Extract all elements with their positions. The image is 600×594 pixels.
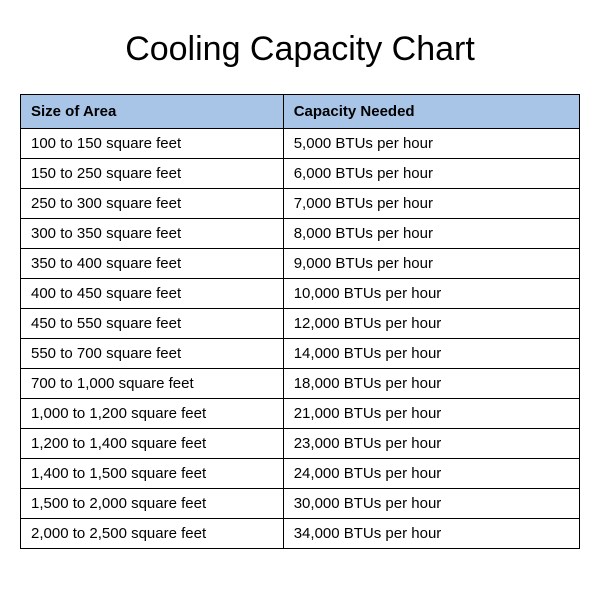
- table-row: 300 to 350 square feet 8,000 BTUs per ho…: [21, 219, 580, 249]
- cell-size: 350 to 400 square feet: [21, 249, 284, 279]
- cell-size: 300 to 350 square feet: [21, 219, 284, 249]
- cell-capacity: 6,000 BTUs per hour: [283, 159, 579, 189]
- table-header-row: Size of Area Capacity Needed: [21, 95, 580, 129]
- column-header-capacity: Capacity Needed: [283, 95, 579, 129]
- cell-capacity: 21,000 BTUs per hour: [283, 399, 579, 429]
- cell-capacity: 18,000 BTUs per hour: [283, 369, 579, 399]
- cell-size: 1,400 to 1,500 square feet: [21, 459, 284, 489]
- table-row: 100 to 150 square feet 5,000 BTUs per ho…: [21, 129, 580, 159]
- cell-size: 1,000 to 1,200 square feet: [21, 399, 284, 429]
- cell-capacity: 23,000 BTUs per hour: [283, 429, 579, 459]
- table-row: 350 to 400 square feet 9,000 BTUs per ho…: [21, 249, 580, 279]
- cell-size: 1,500 to 2,000 square feet: [21, 489, 284, 519]
- cell-size: 550 to 700 square feet: [21, 339, 284, 369]
- cell-size: 700 to 1,000 square feet: [21, 369, 284, 399]
- cell-capacity: 7,000 BTUs per hour: [283, 189, 579, 219]
- cell-capacity: 30,000 BTUs per hour: [283, 489, 579, 519]
- table-row: 550 to 700 square feet 14,000 BTUs per h…: [21, 339, 580, 369]
- cooling-capacity-table: Size of Area Capacity Needed 100 to 150 …: [20, 94, 580, 549]
- cell-size: 250 to 300 square feet: [21, 189, 284, 219]
- cell-size: 1,200 to 1,400 square feet: [21, 429, 284, 459]
- cell-size: 100 to 150 square feet: [21, 129, 284, 159]
- cell-capacity: 5,000 BTUs per hour: [283, 129, 579, 159]
- cell-size: 2,000 to 2,500 square feet: [21, 519, 284, 549]
- table-row: 700 to 1,000 square feet 18,000 BTUs per…: [21, 369, 580, 399]
- table-row: 2,000 to 2,500 square feet 34,000 BTUs p…: [21, 519, 580, 549]
- table-row: 1,000 to 1,200 square feet 21,000 BTUs p…: [21, 399, 580, 429]
- cell-capacity: 8,000 BTUs per hour: [283, 219, 579, 249]
- table-body: 100 to 150 square feet 5,000 BTUs per ho…: [21, 129, 580, 549]
- column-header-size: Size of Area: [21, 95, 284, 129]
- cell-capacity: 9,000 BTUs per hour: [283, 249, 579, 279]
- table-row: 1,200 to 1,400 square feet 23,000 BTUs p…: [21, 429, 580, 459]
- cell-capacity: 12,000 BTUs per hour: [283, 309, 579, 339]
- cell-capacity: 34,000 BTUs per hour: [283, 519, 579, 549]
- page-title: Cooling Capacity Chart: [20, 30, 580, 69]
- table-row: 450 to 550 square feet 12,000 BTUs per h…: [21, 309, 580, 339]
- table-row: 250 to 300 square feet 7,000 BTUs per ho…: [21, 189, 580, 219]
- cell-size: 450 to 550 square feet: [21, 309, 284, 339]
- table-row: 400 to 450 square feet 10,000 BTUs per h…: [21, 279, 580, 309]
- cell-size: 150 to 250 square feet: [21, 159, 284, 189]
- table-row: 1,500 to 2,000 square feet 30,000 BTUs p…: [21, 489, 580, 519]
- cell-size: 400 to 450 square feet: [21, 279, 284, 309]
- cell-capacity: 24,000 BTUs per hour: [283, 459, 579, 489]
- table-row: 1,400 to 1,500 square feet 24,000 BTUs p…: [21, 459, 580, 489]
- cell-capacity: 14,000 BTUs per hour: [283, 339, 579, 369]
- cell-capacity: 10,000 BTUs per hour: [283, 279, 579, 309]
- table-row: 150 to 250 square feet 6,000 BTUs per ho…: [21, 159, 580, 189]
